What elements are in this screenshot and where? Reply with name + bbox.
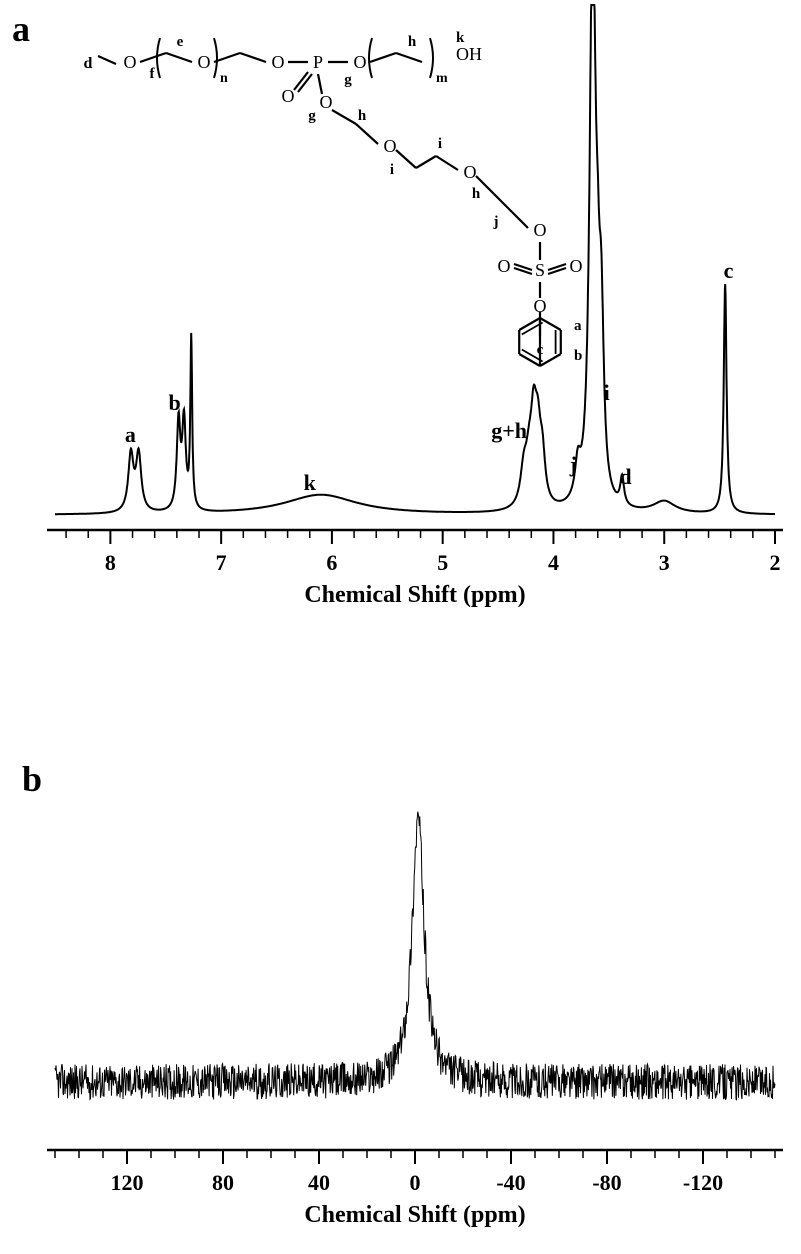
svg-text:a: a bbox=[125, 422, 136, 447]
svg-text:i: i bbox=[604, 380, 610, 405]
svg-text:4: 4 bbox=[548, 550, 559, 575]
svg-text:-40: -40 bbox=[496, 1170, 525, 1195]
svg-text:n: n bbox=[220, 71, 228, 86]
svg-text:f: f bbox=[150, 66, 156, 82]
svg-text:6: 6 bbox=[326, 550, 337, 575]
svg-text:0: 0 bbox=[410, 1170, 421, 1195]
svg-text:8: 8 bbox=[105, 550, 116, 575]
svg-text:e: e bbox=[177, 34, 184, 50]
svg-text:g: g bbox=[308, 108, 316, 124]
svg-text:-80: -80 bbox=[592, 1170, 621, 1195]
svg-text:-120: -120 bbox=[683, 1170, 723, 1195]
svg-text:P: P bbox=[313, 52, 323, 72]
svg-text:O: O bbox=[570, 256, 583, 276]
svg-text:m: m bbox=[436, 71, 448, 86]
svg-text:2: 2 bbox=[770, 550, 781, 575]
svg-text:g+h: g+h bbox=[491, 418, 527, 443]
svg-text:O: O bbox=[354, 52, 367, 72]
panel-a: a 8765432Chemical Shift (ppm)abkg+hje+fi… bbox=[0, 0, 801, 680]
svg-text:120: 120 bbox=[111, 1170, 144, 1195]
svg-text:3: 3 bbox=[659, 550, 670, 575]
svg-text:40: 40 bbox=[308, 1170, 330, 1195]
svg-text:S: S bbox=[535, 260, 545, 280]
panel-a-svg: 8765432Chemical Shift (ppm)abkg+hje+fidc… bbox=[0, 0, 801, 670]
svg-text:b: b bbox=[574, 348, 582, 364]
svg-text:h: h bbox=[408, 34, 417, 50]
svg-text:h: h bbox=[472, 186, 481, 202]
svg-text:d: d bbox=[619, 464, 631, 489]
svg-text:O: O bbox=[124, 52, 137, 72]
svg-text:O: O bbox=[534, 220, 547, 240]
svg-text:i: i bbox=[438, 136, 442, 152]
svg-text:O: O bbox=[272, 52, 285, 72]
svg-text:5: 5 bbox=[437, 550, 448, 575]
svg-text:OH: OH bbox=[456, 44, 482, 64]
svg-text:Chemical Shift (ppm): Chemical Shift (ppm) bbox=[304, 582, 525, 608]
svg-text:d: d bbox=[84, 55, 93, 72]
svg-text:k: k bbox=[456, 30, 465, 46]
svg-text:g: g bbox=[344, 72, 352, 88]
svg-text:O: O bbox=[282, 86, 295, 106]
svg-text:7: 7 bbox=[216, 550, 227, 575]
svg-text:c: c bbox=[724, 258, 734, 283]
svg-text:a: a bbox=[574, 318, 582, 334]
svg-text:O: O bbox=[384, 136, 397, 156]
svg-text:80: 80 bbox=[212, 1170, 234, 1195]
svg-text:j: j bbox=[493, 214, 499, 230]
svg-text:c: c bbox=[537, 342, 544, 358]
svg-text:O: O bbox=[498, 256, 511, 276]
svg-text:b: b bbox=[169, 390, 181, 415]
svg-text:O: O bbox=[320, 92, 333, 112]
svg-text:j: j bbox=[569, 452, 577, 477]
svg-text:k: k bbox=[304, 470, 317, 495]
svg-text:i: i bbox=[390, 162, 394, 178]
svg-text:O: O bbox=[198, 52, 211, 72]
panel-b-letter: b bbox=[22, 758, 42, 800]
svg-text:h: h bbox=[358, 108, 367, 124]
svg-text:O: O bbox=[464, 162, 477, 182]
panel-a-letter: a bbox=[12, 8, 30, 50]
svg-text:Chemical Shift (ppm): Chemical Shift (ppm) bbox=[304, 1202, 525, 1228]
